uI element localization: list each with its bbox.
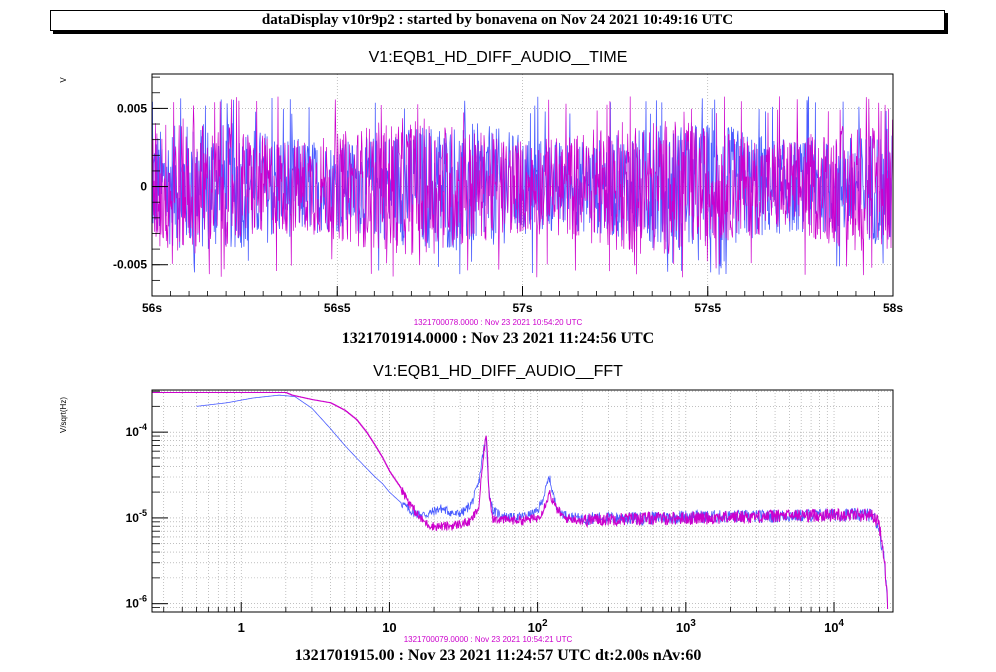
- fft-ticks: [152, 390, 880, 613]
- time-x-tick-label: 56s5: [324, 301, 351, 315]
- fft-y-tick-label: 10-5: [126, 508, 147, 525]
- fft-x-tick-label: 102: [528, 618, 548, 635]
- time-title: V1:EQB1_HD_DIFF_AUDIO__TIME: [369, 49, 628, 66]
- fft-y-tick-labels: 10-4 10-5 10-6: [126, 422, 147, 611]
- fft-frame: [151, 389, 894, 613]
- time-y-tick-label: 0.005: [117, 101, 147, 115]
- fft-series-line: [152, 392, 889, 610]
- time-y-tick-labels: 0.005 0 -0.005: [113, 101, 147, 271]
- fft-x-tick-label: 103: [676, 618, 696, 635]
- time-reference-time: 1321700078.0000 : Nov 23 2021 10:54:20 U…: [414, 318, 583, 327]
- time-x-tick-labels: 56s 56s5 57s 57s5 58s: [142, 301, 903, 315]
- fft-y-tick-label: 10-4: [126, 422, 147, 439]
- time-ticks: [151, 76, 894, 297]
- time-x-tick-label: 56s: [142, 301, 162, 315]
- time-footer: 1321701914.0000 : Nov 23 2021 11:24:56 U…: [342, 330, 654, 347]
- time-x-tick-label: 58s: [883, 301, 903, 315]
- header-title: dataDisplay v10r9p2 : started by bonaven…: [261, 12, 734, 28]
- time-traces: [151, 96, 894, 278]
- time-y-tick-label: 0: [140, 180, 147, 194]
- time-ylabel: V: [59, 77, 68, 83]
- fft-footer: 1321701915.00 : Nov 23 2021 11:24:57 UTC…: [295, 647, 702, 664]
- header-title-box: dataDisplay v10r9p2 : started by bonaven…: [50, 10, 945, 31]
- time-x-tick-label: 57s5: [694, 301, 721, 315]
- fft-x-tick-label: 1: [238, 620, 245, 635]
- fft-x-tick-label: 10: [382, 620, 396, 635]
- fft-series-line: [196, 394, 888, 609]
- fft-grid: [152, 390, 893, 613]
- fft-reference-time: 1321700079.0000 : Nov 23 2021 10:54:21 U…: [404, 635, 573, 644]
- fft-x-tick-labels: 1 10 102 103 104: [238, 618, 845, 635]
- fft-x-tick-label: 104: [824, 618, 844, 635]
- fft-y-tick-label: 10-6: [126, 594, 147, 611]
- time-x-tick-label: 57s: [512, 301, 532, 315]
- fft-ylabel: V/sqrt(Hz): [59, 397, 68, 433]
- fft-traces: [152, 392, 889, 610]
- fft-title: V1:EQB1_HD_DIFF_AUDIO__FFT: [373, 363, 623, 380]
- time-series-line: [151, 96, 894, 278]
- time-plot: V1:EQB1_HD_DIFF_AUDIO__TIME V 56s 56s5 57s…: [59, 49, 903, 347]
- time-y-tick-label: -0.005: [113, 258, 147, 272]
